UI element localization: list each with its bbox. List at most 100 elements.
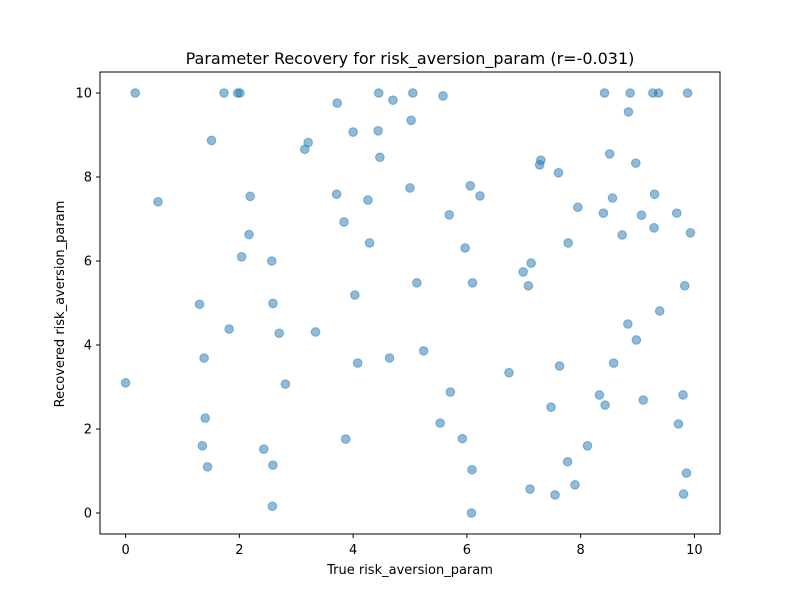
data-point-90 xyxy=(653,88,664,98)
x-tick-label-4: 4 xyxy=(349,543,357,558)
data-point-20 xyxy=(268,298,278,309)
data-point-29 xyxy=(340,434,351,444)
data-point-84 xyxy=(631,335,642,345)
data-point-34 xyxy=(364,238,375,248)
data-point-73 xyxy=(598,208,609,218)
data-point-39 xyxy=(388,95,398,105)
data-point-82 xyxy=(625,88,635,98)
y-axis-label: Recovered risk_aversion_param xyxy=(53,201,68,408)
y-tick-label-10: 10 xyxy=(75,87,92,102)
data-point-4 xyxy=(197,441,208,451)
data-point-13 xyxy=(236,251,247,262)
data-point-28 xyxy=(339,217,349,227)
data-point-99 xyxy=(685,228,696,238)
data-point-15 xyxy=(245,191,255,202)
data-point-94 xyxy=(678,390,688,400)
data-point-21 xyxy=(274,328,284,339)
data-point-68 xyxy=(563,238,573,248)
y-tick-label-8: 8 xyxy=(84,171,92,186)
data-point-58 xyxy=(523,280,534,291)
data-point-27 xyxy=(332,98,342,108)
plot-frame xyxy=(99,71,721,535)
data-point-18 xyxy=(267,501,278,512)
data-point-71 xyxy=(582,441,593,451)
y-tick-label-6: 6 xyxy=(84,255,92,270)
data-point-70 xyxy=(572,202,583,213)
data-point-72 xyxy=(594,390,605,400)
data-point-78 xyxy=(608,358,619,368)
data-point-10 xyxy=(224,324,234,334)
data-point-67 xyxy=(562,456,573,467)
data-point-42 xyxy=(408,88,418,98)
data-point-14 xyxy=(244,229,254,240)
data-point-81 xyxy=(623,107,634,117)
data-point-44 xyxy=(418,346,429,356)
data-point-26 xyxy=(331,189,342,200)
data-point-49 xyxy=(457,433,468,444)
data-point-5 xyxy=(199,353,209,363)
data-point-77 xyxy=(607,193,618,203)
x-tick-label-6: 6 xyxy=(463,543,471,558)
data-point-41 xyxy=(406,115,416,126)
data-point-65 xyxy=(553,168,564,178)
data-point-30 xyxy=(348,127,358,137)
x-tick-label-8: 8 xyxy=(577,543,585,558)
data-point-45 xyxy=(435,418,445,428)
data-point-2 xyxy=(153,196,163,207)
y-tick-label-0: 0 xyxy=(84,507,92,522)
data-point-33 xyxy=(363,195,373,205)
data-point-40 xyxy=(405,183,415,193)
data-point-17 xyxy=(266,256,277,266)
data-point-91 xyxy=(654,306,665,316)
x-tick-label-10: 10 xyxy=(686,543,703,558)
x-tick-label-2: 2 xyxy=(235,543,243,558)
data-point-19 xyxy=(268,460,278,470)
data-point-12 xyxy=(235,88,245,98)
data-point-31 xyxy=(350,290,360,300)
data-point-16 xyxy=(259,444,269,454)
data-point-54 xyxy=(467,278,478,288)
data-point-85 xyxy=(636,210,647,221)
data-point-52 xyxy=(466,508,477,518)
data-point-25 xyxy=(310,327,321,337)
data-point-96 xyxy=(679,280,690,291)
data-point-63 xyxy=(546,402,556,412)
data-point-1 xyxy=(130,88,141,98)
data-point-32 xyxy=(352,358,363,368)
data-point-57 xyxy=(518,267,528,277)
data-point-24 xyxy=(303,137,313,148)
data-point-50 xyxy=(460,243,470,253)
data-point-86 xyxy=(638,395,649,405)
data-point-48 xyxy=(445,387,456,397)
data-point-88 xyxy=(649,223,659,233)
data-point-92 xyxy=(671,208,682,218)
data-point-79 xyxy=(617,230,627,240)
data-point-95 xyxy=(678,489,689,499)
data-point-76 xyxy=(604,149,615,159)
data-point-62 xyxy=(536,155,546,165)
data-point-6 xyxy=(200,413,211,423)
data-point-55 xyxy=(475,191,485,201)
data-point-35 xyxy=(373,126,383,136)
data-point-9 xyxy=(219,88,229,98)
data-point-43 xyxy=(412,278,422,288)
data-point-74 xyxy=(599,88,610,98)
data-point-66 xyxy=(554,361,565,371)
y-tick-label-4: 4 xyxy=(84,339,92,354)
data-point-97 xyxy=(681,468,692,478)
data-point-53 xyxy=(467,464,477,475)
data-point-8 xyxy=(206,135,217,146)
data-point-46 xyxy=(438,91,448,101)
data-point-22 xyxy=(280,379,291,389)
x-axis-label: True risk_aversion_param xyxy=(326,563,493,578)
data-point-37 xyxy=(375,152,385,163)
data-point-47 xyxy=(444,210,455,220)
chart-title: Parameter Recovery for risk_aversion_par… xyxy=(186,49,635,69)
data-point-75 xyxy=(600,400,610,410)
data-point-59 xyxy=(525,484,535,494)
y-tick-label-2: 2 xyxy=(84,423,92,438)
data-point-60 xyxy=(526,258,536,268)
axes-layer: 0 2 4 6 8 10 0 2 4 6 8 10 xyxy=(75,71,721,558)
data-point-98 xyxy=(682,88,693,98)
